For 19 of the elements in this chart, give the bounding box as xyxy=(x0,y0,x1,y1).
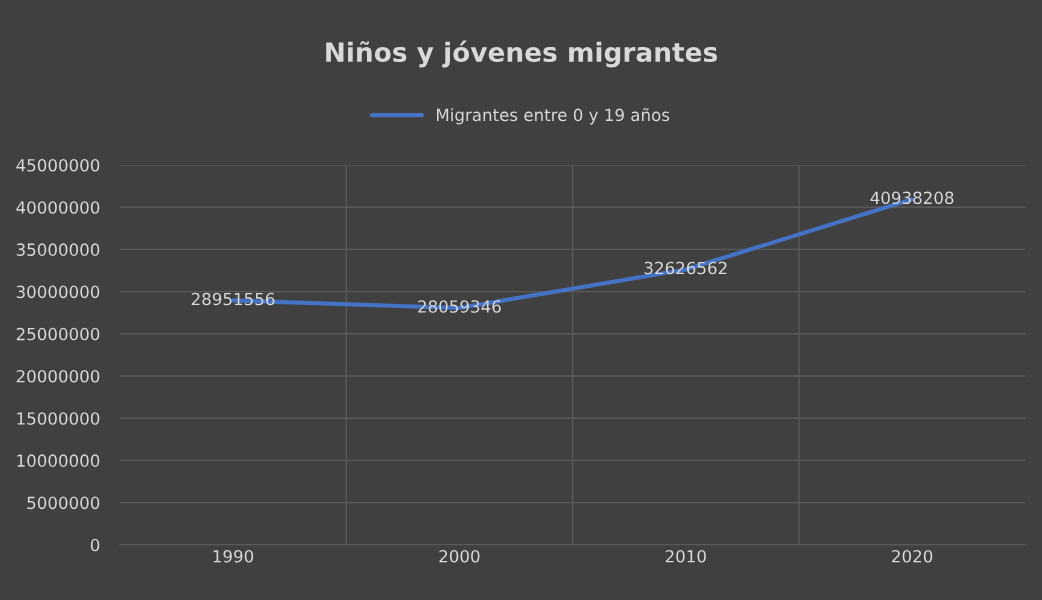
data-label: 28059346 xyxy=(418,300,501,313)
x-tick-label: 2000 xyxy=(439,549,480,563)
y-tick-label: 15000000 xyxy=(17,412,100,425)
y-tick-label: 20000000 xyxy=(16,369,100,383)
chart-title: Niños y jóvenes migrantes xyxy=(326,40,717,68)
x-tick-label: 1990 xyxy=(213,549,254,563)
y-tick-label: 25000000 xyxy=(16,327,100,341)
x-tick-label: 2020 xyxy=(892,549,933,563)
y-tick-label: 0 xyxy=(90,538,100,552)
y-tick-label: 35000000 xyxy=(16,243,100,256)
data-label: 28951556 xyxy=(191,292,275,306)
y-tick-label: 40000000 xyxy=(16,201,100,214)
y-tick-label: 10000000 xyxy=(17,454,100,467)
y-tick-label: 45000000 xyxy=(16,158,100,172)
legend-label: Migrantes entre 0 y 19 años xyxy=(437,108,670,125)
y-tick-label: 5000000 xyxy=(27,496,100,510)
x-tick-label: 2010 xyxy=(665,549,706,563)
y-tick-label: 30000000 xyxy=(16,285,100,299)
data-label: 40938208 xyxy=(870,191,954,205)
